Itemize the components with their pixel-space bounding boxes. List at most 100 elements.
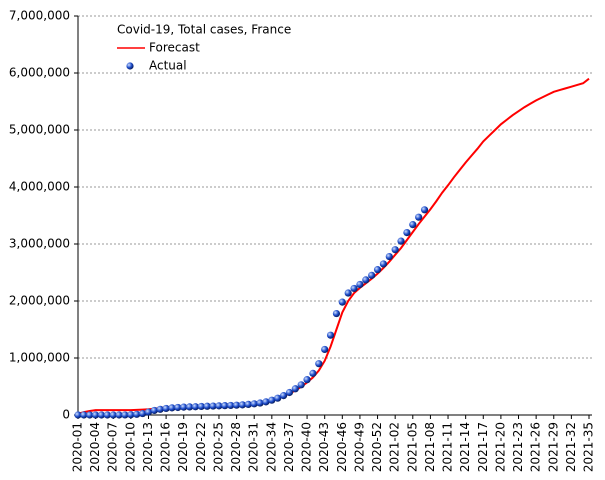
data-point <box>150 406 158 415</box>
data-point <box>80 411 88 419</box>
data-point <box>221 402 229 410</box>
data-point <box>291 385 299 393</box>
x-tick-label: 2020-37 <box>282 422 296 472</box>
x-tick-label: 2021-17 <box>476 422 490 472</box>
data-point <box>180 403 188 411</box>
data-point <box>391 246 399 254</box>
data-point <box>356 280 364 289</box>
x-tick-label: 2021-11 <box>441 422 455 472</box>
data-point <box>409 221 417 229</box>
data-point <box>109 411 117 419</box>
x-tick-label: 2020-07 <box>106 422 120 472</box>
data-point <box>279 392 288 400</box>
data-point <box>338 298 346 306</box>
data-point <box>420 206 429 214</box>
y-tick-label: 2,000,000 <box>9 294 70 308</box>
x-tick-label: 2020-01 <box>71 422 85 472</box>
data-point <box>121 411 129 419</box>
data-point <box>203 402 211 410</box>
data-point <box>227 401 235 410</box>
data-point <box>326 331 335 339</box>
x-tick-label: 2020-40 <box>300 422 314 472</box>
x-tick-label: 2020-16 <box>159 422 173 472</box>
data-point <box>215 402 223 410</box>
x-tick-label: 2020-19 <box>176 422 190 472</box>
data-point <box>127 411 135 419</box>
data-point <box>168 404 176 412</box>
data-point <box>415 213 423 221</box>
data-point <box>350 284 358 293</box>
data-point <box>209 402 217 410</box>
data-point <box>86 411 94 419</box>
data-point <box>162 404 170 413</box>
data-point <box>133 410 141 418</box>
legend-marker <box>126 62 134 70</box>
data-point <box>315 360 323 368</box>
data-point <box>303 376 311 384</box>
data-point <box>144 408 153 416</box>
data-point <box>232 401 241 409</box>
data-point <box>403 229 411 237</box>
x-tick-label: 2020-52 <box>370 422 384 472</box>
legend-label: Forecast <box>149 41 200 55</box>
x-tick-label: 2020-28 <box>229 422 243 472</box>
x-tick-label: 2020-46 <box>335 422 349 472</box>
data-point <box>309 369 317 377</box>
x-tick-label: 2021-05 <box>405 422 419 472</box>
x-tick-label: 2020-49 <box>352 422 366 472</box>
data-point <box>268 396 276 404</box>
data-point <box>397 237 405 245</box>
data-point <box>297 381 305 389</box>
y-tick-label: 6,000,000 <box>9 66 70 80</box>
x-tick-label: 2020-10 <box>123 422 137 472</box>
x-tick-label: 2021-26 <box>529 422 543 472</box>
data-point <box>344 289 352 297</box>
y-tick-label: 4,000,000 <box>9 180 70 194</box>
x-tick-label: 2020-25 <box>211 422 225 472</box>
x-tick-label: 2020-04 <box>88 422 102 472</box>
data-point <box>115 411 123 419</box>
data-point <box>362 276 370 284</box>
data-point <box>373 266 382 274</box>
x-tick-label: 2020-13 <box>141 422 155 472</box>
y-tick-label: 1,000,000 <box>9 351 70 365</box>
data-point <box>274 394 282 402</box>
data-point <box>139 409 147 418</box>
legend-label: Actual <box>149 59 187 73</box>
y-tick-label: 7,000,000 <box>9 9 70 23</box>
data-point <box>385 252 393 261</box>
data-point <box>92 411 100 419</box>
chart-title: Covid-19, Total cases, France <box>117 23 291 37</box>
data-point <box>379 260 388 268</box>
x-tick-label: 2021-02 <box>388 422 402 472</box>
data-point <box>368 271 376 279</box>
data-point <box>244 400 252 408</box>
y-tick-label: 5,000,000 <box>9 123 70 137</box>
data-point <box>262 398 270 406</box>
x-tick-label: 2020-22 <box>194 422 208 472</box>
data-point <box>103 411 111 419</box>
x-tick-label: 2021-20 <box>493 422 507 472</box>
x-tick-label: 2021-14 <box>458 422 472 472</box>
x-tick-label: 2021-29 <box>546 422 560 472</box>
data-point <box>174 403 182 412</box>
x-tick-label: 2021-08 <box>423 422 437 472</box>
x-tick-label: 2020-34 <box>264 422 278 472</box>
data-point <box>74 411 82 419</box>
data-point <box>191 403 200 411</box>
data-point <box>250 400 258 408</box>
x-tick-label: 2020-43 <box>317 422 331 472</box>
x-tick-label: 2021-32 <box>564 422 578 472</box>
data-point <box>332 309 341 318</box>
x-tick-label: 2021-35 <box>582 422 596 472</box>
data-point <box>238 401 247 409</box>
data-point <box>285 388 294 397</box>
x-tick-label: 2021-23 <box>511 422 525 472</box>
data-point <box>321 345 329 354</box>
data-point <box>97 411 106 419</box>
data-point <box>256 399 264 407</box>
y-tick-label: 0 <box>62 408 70 422</box>
x-tick-label: 2020-31 <box>247 422 261 472</box>
